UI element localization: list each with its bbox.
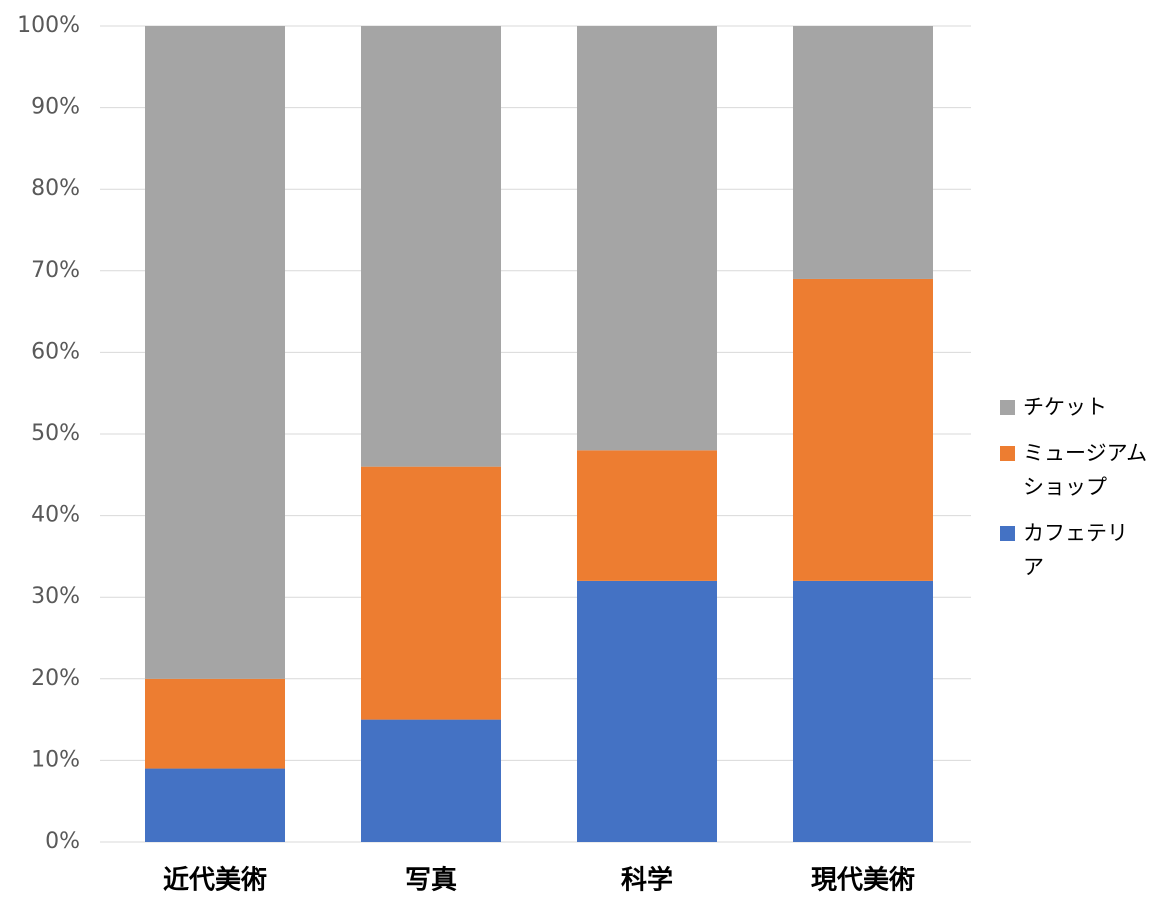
y-tick-label: 70% xyxy=(31,258,80,283)
legend-swatch xyxy=(1000,526,1015,541)
y-tick-label: 20% xyxy=(31,666,80,691)
y-tick-label: 80% xyxy=(31,176,80,201)
legend-item: カフェテリア xyxy=(1000,516,1150,584)
bar-segment xyxy=(145,26,285,679)
legend-item: ミュージアムショップ xyxy=(1000,436,1150,504)
x-tick-label: 現代美術 xyxy=(811,865,915,896)
bar-segment xyxy=(361,719,501,842)
x-tick-label: 科学 xyxy=(621,865,673,896)
x-tick-label: 近代美術 xyxy=(163,865,267,896)
bar-segment xyxy=(577,450,717,581)
legend: チケットミュージアムショップ カフェテリア xyxy=(1000,390,1150,596)
bar-segment xyxy=(361,26,501,467)
y-tick-label: 30% xyxy=(31,584,80,609)
bar-segment xyxy=(577,26,717,451)
bar-segment xyxy=(793,580,933,842)
bar-segment xyxy=(793,278,933,581)
y-tick-label: 10% xyxy=(31,747,80,772)
legend-label: チケット xyxy=(1023,395,1107,419)
y-tick-label: 0% xyxy=(45,829,80,854)
y-tick-label: 60% xyxy=(31,339,80,364)
bar-segment xyxy=(361,466,501,720)
legend-item: チケット xyxy=(1000,390,1150,424)
y-tick-label: 40% xyxy=(31,503,80,528)
x-tick-label: 写真 xyxy=(405,866,457,896)
legend-swatch xyxy=(1000,446,1015,461)
legend-label: カフェテリア xyxy=(1023,521,1128,579)
legend-label: ミュージアムショップ xyxy=(1023,441,1148,499)
y-tick-label: 100% xyxy=(17,13,80,38)
y-tick-label: 50% xyxy=(31,421,80,446)
bar-segment xyxy=(145,678,285,769)
bar-segment xyxy=(793,26,933,279)
bar-segment xyxy=(577,580,717,842)
y-tick-label: 90% xyxy=(31,95,80,120)
bar-segment xyxy=(145,768,285,842)
legend-swatch xyxy=(1000,400,1015,415)
